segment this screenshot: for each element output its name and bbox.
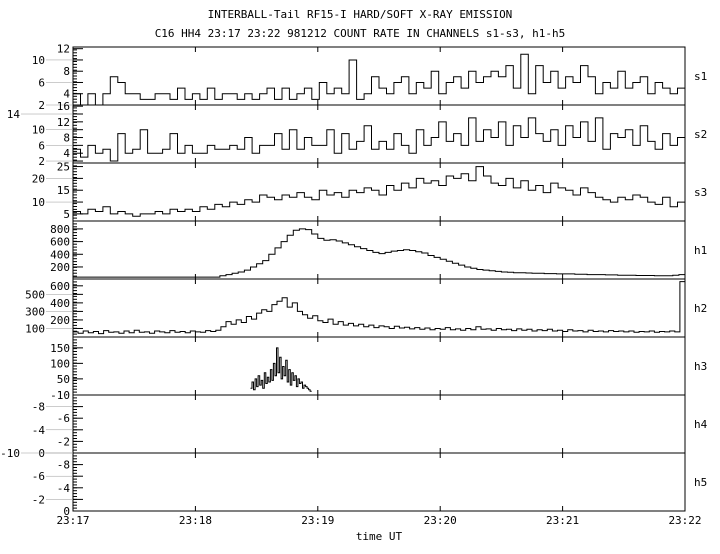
y-tick-label: 600 [50, 280, 70, 293]
x-tick-label: 23:18 [179, 514, 212, 527]
y-tick-label: 25 [57, 161, 70, 174]
y-tick-label: 8 [63, 132, 70, 145]
y-tick-label: -6 [32, 470, 45, 483]
panel-label-h1: h1 [694, 244, 707, 257]
panel-frame-h2 [72, 278, 686, 338]
y-tick-label: 16 [57, 100, 70, 113]
panel-frame-s1 [72, 46, 686, 106]
series-h2 [73, 281, 685, 335]
x-axis-label: time UT [356, 530, 403, 543]
series-h1 [73, 228, 685, 278]
x-tick-label: 23:21 [546, 514, 579, 527]
y-tick-label: 20 [32, 172, 45, 185]
panel-frame-h5 [72, 452, 686, 512]
y-tick-label: 6 [38, 76, 45, 89]
y-tick-label: 0 [38, 447, 45, 460]
series-s1 [73, 53, 685, 106]
y-tick-label: 100 [50, 357, 70, 370]
chart-title: INTERBALL-Tail RF15-I HARD/SOFT X-RAY EM… [208, 8, 513, 21]
y-tick-label: -10 [0, 447, 20, 460]
y-tick-label: 100 [25, 322, 45, 335]
x-tick-label: 23:22 [668, 514, 701, 527]
y-tick-label: 300 [25, 305, 45, 318]
y-tick-label: 600 [50, 236, 70, 249]
panel-label-h4: h4 [694, 418, 708, 431]
y-tick-label: 2 [38, 155, 45, 168]
series-s2 [73, 117, 685, 162]
panel-label-h2: h2 [694, 302, 707, 315]
y-tick-label: -8 [57, 459, 70, 472]
y-tick-label: -2 [32, 493, 45, 506]
y-tick-label: 400 [50, 248, 70, 261]
y-tick-label: -4 [32, 424, 46, 437]
y-tick-label: 10 [32, 196, 45, 209]
panel-label-s1: s1 [694, 70, 707, 83]
y-tick-label: 5 [63, 208, 70, 221]
x-tick-label: 23:19 [301, 514, 334, 527]
series-s3 [73, 166, 685, 217]
series-h3 [250, 347, 312, 392]
y-tick-label: 10 [32, 54, 45, 67]
panel-frame-h1 [72, 220, 686, 280]
panel-label-s2: s2 [694, 128, 707, 141]
y-tick-label: 12 [57, 43, 70, 56]
y-tick-label: 200 [50, 261, 70, 274]
y-tick-label: 500 [25, 288, 45, 301]
y-tick-label: 14 [7, 108, 21, 121]
y-tick-label: 800 [50, 223, 70, 236]
x-tick-label: 23:20 [424, 514, 457, 527]
y-tick-label: 400 [50, 297, 70, 310]
y-tick-label: 200 [50, 314, 70, 327]
y-tick-label: 50 [57, 373, 70, 386]
y-tick-label: 0 [63, 505, 70, 518]
y-tick-label: 12 [57, 116, 70, 129]
panel-frame-h3 [72, 336, 686, 396]
x-tick-label: 23:17 [56, 514, 89, 527]
y-tick-label: 4 [63, 88, 70, 101]
panel-frame-s2 [72, 104, 686, 164]
y-tick-label: -2 [57, 435, 70, 448]
chart-subtitle: C16 HH4 23:17 23:22 981212 COUNT RATE IN… [155, 27, 566, 40]
panel-frame-h4 [72, 394, 686, 454]
y-tick-label: 15 [57, 184, 70, 197]
y-tick-label: 8 [63, 65, 70, 78]
y-tick-label: -10 [50, 389, 70, 402]
y-tick-label: 6 [38, 139, 45, 152]
y-tick-label: 150 [50, 342, 70, 355]
y-tick-label: -6 [57, 412, 70, 425]
y-tick-label: -8 [32, 401, 45, 414]
panel-label-h3: h3 [694, 360, 707, 373]
y-tick-label: 10 [32, 124, 45, 137]
y-tick-label: 2 [38, 99, 45, 112]
panel-label-s3: s3 [694, 186, 707, 199]
y-tick-label: -4 [57, 482, 71, 495]
y-tick-label: 4 [63, 147, 70, 160]
panel-label-h5: h5 [694, 476, 707, 489]
